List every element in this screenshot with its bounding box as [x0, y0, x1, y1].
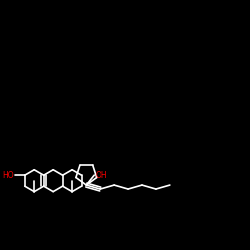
Text: OH: OH [95, 170, 107, 179]
Text: HO: HO [2, 171, 14, 180]
